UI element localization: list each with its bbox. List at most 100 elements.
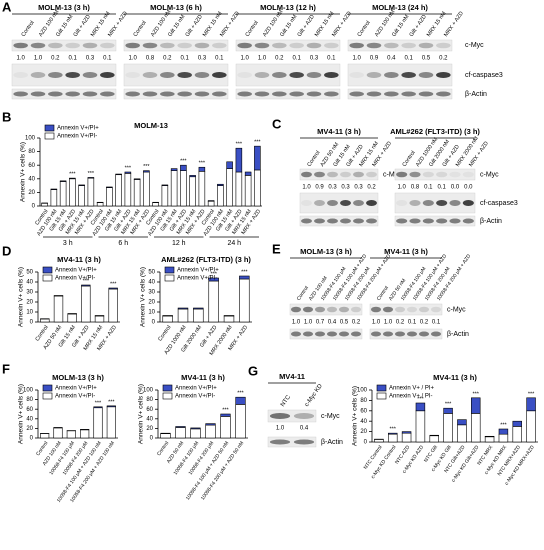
quant-label: 1.0 — [397, 185, 406, 191]
significance: *** — [237, 391, 244, 397]
blot-band — [125, 42, 140, 49]
significance: *** — [83, 278, 90, 284]
bar-segment — [93, 407, 103, 439]
blot-band — [82, 72, 98, 78]
blot-band — [462, 218, 474, 224]
blot-strip — [289, 303, 363, 316]
blot-band — [142, 42, 158, 49]
blot-strip — [123, 39, 229, 52]
bar-segment — [106, 406, 116, 439]
blot-band — [401, 42, 416, 49]
blot-band — [30, 91, 46, 97]
quant-label: 1.0 — [34, 56, 43, 62]
y-tick-label: 30 — [148, 290, 155, 296]
group-label: 6 h — [118, 240, 128, 247]
legend-label: Annexin V+/PI- — [175, 394, 215, 400]
legend-swatch — [376, 384, 387, 392]
blot-band — [436, 200, 448, 206]
quant-label: 0.7 — [316, 320, 325, 326]
blot-strip — [394, 192, 476, 214]
legend-label: Annexin V+ / PI- — [389, 394, 433, 400]
bar-segment — [124, 171, 132, 174]
chart-title: MOLM-13 — [134, 121, 168, 130]
blot-band — [194, 42, 210, 49]
blot-band — [366, 42, 382, 49]
blot-band — [177, 72, 192, 78]
y-tick-label: 10 — [26, 310, 33, 316]
bar-segment — [40, 433, 50, 439]
blot-title: MOLM-13 (24 h) — [372, 3, 428, 12]
blot-band — [384, 91, 399, 97]
significance: *** — [528, 391, 535, 397]
quant-label: 1.0 — [276, 426, 285, 432]
y-tick-label: 0 — [32, 204, 36, 210]
y-tick-label: 80 — [28, 149, 35, 155]
legend-label: Annexin V+/PI- — [177, 276, 217, 282]
blot-band — [327, 171, 338, 178]
significance: *** — [473, 391, 480, 397]
blot-band — [254, 72, 270, 78]
bar-segment — [80, 429, 90, 439]
bar-segment — [401, 431, 412, 434]
quant-label: 0.8 — [146, 56, 155, 62]
bar-segment — [162, 315, 173, 317]
legend-swatch — [44, 124, 55, 132]
blot-band — [396, 171, 408, 178]
blot-band — [289, 72, 304, 78]
blot-band — [142, 72, 158, 78]
quant-label: 0.2 — [396, 320, 405, 326]
quant-label: 0.3 — [354, 185, 363, 191]
blot-band — [314, 306, 326, 313]
row-label: cf-caspase3 — [465, 72, 503, 79]
significance: *** — [236, 142, 243, 148]
blot-band — [430, 306, 442, 313]
bar-segment — [170, 170, 178, 207]
blot-band — [212, 72, 227, 78]
blot-title: MOLM-13 (3 h) — [300, 247, 352, 256]
bar-segment — [81, 284, 91, 287]
quant-label: 0.2 — [439, 56, 448, 62]
blot-band — [409, 171, 421, 178]
blot-band — [409, 200, 421, 206]
quant-label: 0.3 — [198, 56, 207, 62]
quant-label: 0.1 — [424, 185, 433, 191]
group-label: 24 h — [227, 240, 241, 247]
blot-band — [82, 91, 98, 97]
bar-segment — [189, 176, 196, 207]
quant-label: 0.4 — [387, 56, 396, 62]
quant-label: 0.0 — [464, 185, 473, 191]
y-tick-label: 60 — [360, 408, 367, 414]
significance: *** — [110, 281, 117, 287]
bar-segment — [208, 280, 219, 323]
y-axis-label: Annexin V+ cells (%) — [138, 384, 145, 444]
blot-band — [422, 171, 434, 178]
blot-band — [65, 42, 80, 49]
bar-segment — [133, 179, 141, 207]
blot-band — [401, 72, 416, 78]
bar-segment — [87, 177, 95, 179]
blot-band — [301, 200, 312, 206]
significance: *** — [180, 159, 187, 165]
bar-segment — [207, 200, 215, 202]
bar-segment — [69, 177, 76, 180]
y-tick-label: 100 — [23, 388, 34, 394]
blot-strip — [11, 88, 117, 100]
bar-segment — [87, 177, 95, 207]
bar-segment — [415, 402, 426, 412]
bar-segment — [69, 178, 76, 207]
y-tick-label: 20 — [26, 426, 33, 432]
y-axis-label: Annexin V+ cells (%) — [18, 267, 25, 327]
significance: *** — [445, 402, 452, 408]
significance: *** — [500, 422, 507, 428]
quant-label: 0.3 — [86, 56, 95, 62]
quant-label: 1.0 — [384, 320, 393, 326]
blot-band — [290, 306, 302, 313]
quant-label: 0.1 — [408, 320, 417, 326]
row-label: β-Actin — [480, 218, 502, 225]
row-label: c-Myc — [447, 306, 466, 313]
blot-band — [13, 91, 28, 97]
legend-swatch — [376, 392, 387, 400]
blot-band — [326, 331, 338, 337]
blot-band — [406, 306, 418, 313]
blot-band — [302, 331, 314, 337]
